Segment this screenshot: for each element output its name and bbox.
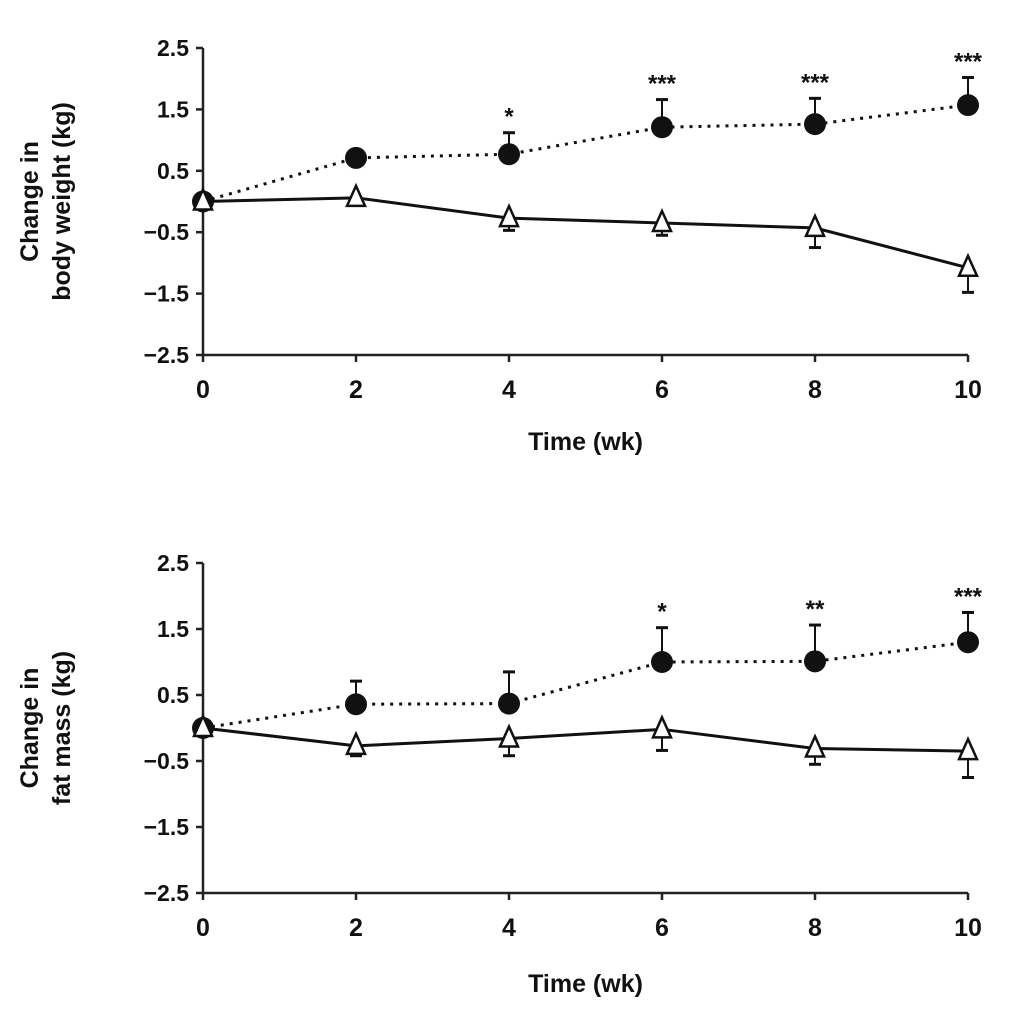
x-tick-label: 0 <box>196 914 210 942</box>
series-line-filled-circle <box>202 103 969 203</box>
data-point-open-triangle <box>192 712 214 738</box>
x-tick-label: 2 <box>349 914 363 942</box>
y-tick-label: 1.5 <box>157 96 189 122</box>
data-point-filled-circle <box>957 94 979 117</box>
x-tick-label: 2 <box>349 376 363 404</box>
data-point-filled-circle <box>804 113 826 136</box>
data-point-filled-circle <box>957 631 979 654</box>
y-tick-label: 2.5 <box>157 35 189 61</box>
x-tick-label: 6 <box>655 376 669 404</box>
chart-panel-2: 2.5 1.5 0.5 −0.5 −1.5 −2.50 2 4 6 8 10 Time (wk) Cha… <box>16 550 983 998</box>
significance-annotation: *** <box>801 69 830 96</box>
y-axis-label: fat mass (kg) <box>48 651 76 805</box>
y-axis-label: Change in <box>16 668 44 789</box>
significance-annotation: *** <box>954 584 983 611</box>
y-tick-label: 0.5 <box>157 158 189 184</box>
y-tick-label: −0.5 <box>144 748 190 774</box>
x-tick-label: 8 <box>808 914 822 942</box>
x-tick-label: 8 <box>808 376 822 404</box>
y-axis-label: Change in <box>16 141 44 262</box>
series-line-filled-circle <box>202 640 969 730</box>
y-tick-label: −2.5 <box>144 342 190 368</box>
x-tick-label: 0 <box>196 376 210 404</box>
y-tick-label: −0.5 <box>144 219 190 245</box>
data-point-open-triangle <box>651 207 673 233</box>
significance-annotation: *** <box>954 48 983 75</box>
y-tick-label: −2.5 <box>144 880 190 906</box>
x-axis-label: Time (wk) <box>528 970 643 998</box>
data-point-filled-circle <box>804 650 826 673</box>
y-tick-label: 1.5 <box>157 616 189 642</box>
data-point-open-triangle <box>498 723 520 748</box>
chart-panel-1: 2.5 1.5 0.5 −0.5 −1.5 −2.50 2 4 6 8 10 Time (wk) Cha… <box>16 35 983 456</box>
x-tick-label: 10 <box>954 376 982 404</box>
data-point-filled-circle <box>345 693 367 716</box>
data-point-filled-circle <box>498 692 520 715</box>
x-tick-label: 10 <box>954 914 982 942</box>
x-tick-label: 6 <box>655 914 669 942</box>
data-point-filled-circle <box>345 146 367 169</box>
y-tick-label: 0.5 <box>157 682 189 708</box>
x-axis-label: Time (wk) <box>528 428 643 456</box>
data-point-open-triangle <box>804 212 826 238</box>
y-axis-label: body weight (kg) <box>48 102 76 301</box>
significance-annotation: * <box>657 599 667 626</box>
y-tick-label: −1.5 <box>144 814 190 840</box>
data-point-open-triangle <box>498 203 520 228</box>
data-point-open-triangle <box>192 186 214 211</box>
data-point-open-triangle <box>804 733 826 758</box>
y-tick-label: 2.5 <box>157 550 189 576</box>
significance-annotation: * <box>504 104 514 131</box>
significance-annotation: ** <box>806 596 825 623</box>
series-line-open-triangle <box>202 726 969 753</box>
x-tick-label: 4 <box>502 376 516 404</box>
data-point-filled-circle <box>498 143 520 166</box>
data-point-open-triangle <box>957 736 979 761</box>
data-point-filled-circle <box>651 651 673 673</box>
x-tick-label: 4 <box>502 914 516 942</box>
significance-annotation: *** <box>648 71 677 98</box>
y-tick-label: −1.5 <box>144 281 190 307</box>
data-point-open-triangle <box>345 182 367 208</box>
data-point-filled-circle <box>651 116 673 139</box>
data-point-open-triangle <box>651 714 673 739</box>
data-point-open-triangle <box>345 730 367 756</box>
data-point-open-triangle <box>957 252 979 278</box>
series-line-open-triangle <box>202 196 969 270</box>
